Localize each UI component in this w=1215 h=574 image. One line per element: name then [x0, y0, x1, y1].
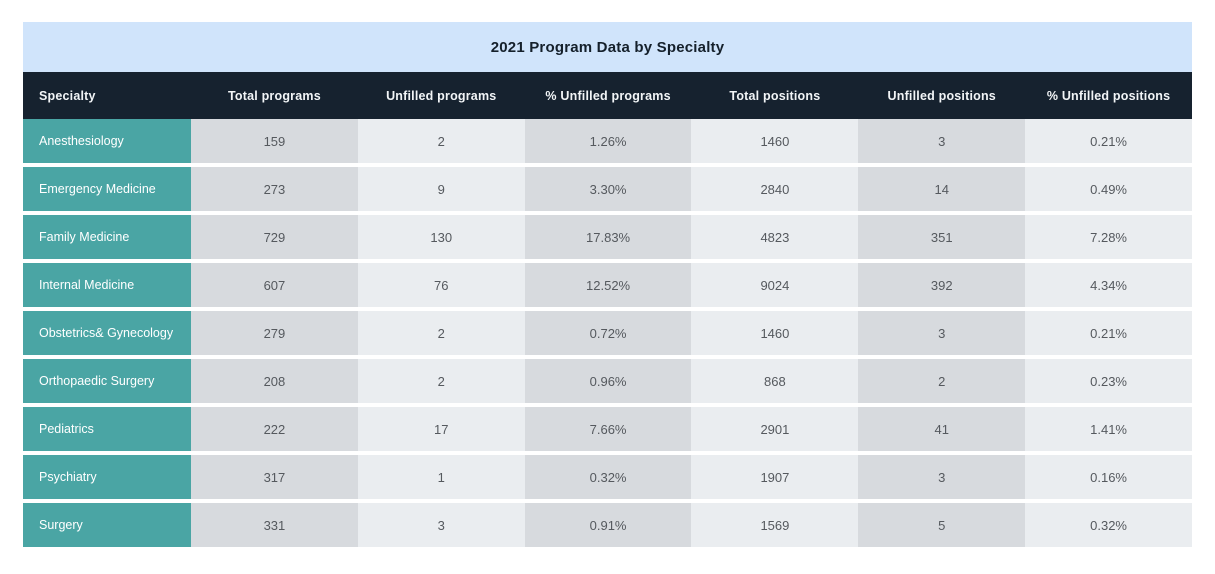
table-row: Obstetrics& Gynecology 279 2 0.72% 1460 3 0.21…	[23, 311, 1192, 355]
specialty-cell: Internal Medicine	[23, 263, 191, 307]
specialty-cell: Emergency Medicine	[23, 167, 191, 211]
value-cell: 0.72%	[524, 311, 692, 355]
specialty-cell: Pediatrics	[23, 407, 191, 451]
column-header-unfilled-positions: Unfilled positions	[887, 88, 996, 103]
value-cell: 0.21%	[1025, 311, 1192, 355]
value-cell: 4823	[691, 215, 859, 259]
specialty-cell: Surgery	[23, 503, 191, 547]
value-cell: 130	[357, 215, 525, 259]
column-header-specialty: Specialty	[39, 88, 96, 103]
value-cell: 7.66%	[524, 407, 692, 451]
table-body: Anesthesiology 159 2 1.26% 1460 3 0.21% Emergen…	[23, 119, 1192, 547]
specialty-cell: Obstetrics& Gynecology	[23, 311, 191, 355]
value-cell: 3	[858, 455, 1026, 499]
value-cell: 222	[191, 407, 358, 451]
specialty-cell: Orthopaedic Surgery	[23, 359, 191, 403]
specialty-cell: Anesthesiology	[23, 119, 191, 163]
value-cell: 868	[691, 359, 859, 403]
value-cell: 1.26%	[524, 119, 692, 163]
column-header-total-programs: Total programs	[227, 88, 321, 103]
value-cell: 1569	[691, 503, 859, 547]
value-cell: 392	[858, 263, 1026, 307]
value-cell: 2	[357, 311, 525, 355]
table-row: Family Medicine 729 130 17.83% 4823 351 7.28%	[23, 215, 1192, 259]
table-row: Pediatrics 222 17 7.66% 2901 41 1.41%	[23, 407, 1192, 451]
value-cell: 159	[191, 119, 358, 163]
value-cell: 0.21%	[1025, 119, 1192, 163]
specialty-cell: Family Medicine	[23, 215, 191, 259]
table-title: 2021 Program Data by Specialty	[23, 22, 1192, 72]
value-cell: 12.52%	[524, 263, 692, 307]
value-cell: 2	[858, 359, 1026, 403]
value-cell: 76	[357, 263, 525, 307]
value-cell: 9024	[691, 263, 859, 307]
column-header-pct-unfilled-programs: % Unfilled programs	[545, 88, 671, 103]
table-row: Psychiatry 317 1 0.32% 1907 3 0.16%	[23, 455, 1192, 499]
value-cell: 351	[858, 215, 1026, 259]
value-cell: 17	[357, 407, 525, 451]
value-cell: 3	[357, 503, 525, 547]
value-cell: 2901	[691, 407, 859, 451]
value-cell: 3.30%	[524, 167, 692, 211]
value-cell: 2	[357, 119, 525, 163]
value-cell: 0.32%	[1025, 503, 1192, 547]
value-cell: 0.49%	[1025, 167, 1192, 211]
value-cell: 1460	[691, 119, 859, 163]
column-header-unfilled-programs: Unfilled programs	[386, 88, 497, 103]
program-data-table: 2021 Program Data by Specialty Specialty…	[23, 22, 1192, 547]
table-header-row: Specialty Total programs Unfilled progra…	[23, 72, 1192, 119]
value-cell: 317	[191, 455, 358, 499]
value-cell: 9	[357, 167, 525, 211]
value-cell: 3	[858, 119, 1026, 163]
table-row: Anesthesiology 159 2 1.26% 1460 3 0.21%	[23, 119, 1192, 163]
value-cell: 1460	[691, 311, 859, 355]
value-cell: 17.83%	[524, 215, 692, 259]
value-cell: 0.16%	[1025, 455, 1192, 499]
value-cell: 14	[858, 167, 1026, 211]
column-header-total-positions: Total positions	[729, 88, 821, 103]
value-cell: 607	[191, 263, 358, 307]
value-cell: 1	[357, 455, 525, 499]
value-cell: 5	[858, 503, 1026, 547]
value-cell: 208	[191, 359, 358, 403]
column-header-pct-unfilled-positions: % Unfilled positions	[1046, 88, 1171, 103]
value-cell: 2	[357, 359, 525, 403]
value-cell: 1907	[691, 455, 859, 499]
value-cell: 7.28%	[1025, 215, 1192, 259]
value-cell: 0.96%	[524, 359, 692, 403]
value-cell: 0.32%	[524, 455, 692, 499]
value-cell: 4.34%	[1025, 263, 1192, 307]
table-row: Internal Medicine 607 76 12.52% 9024 392 4.34%	[23, 263, 1192, 307]
value-cell: 2840	[691, 167, 859, 211]
specialty-cell: Psychiatry	[23, 455, 191, 499]
value-cell: 0.91%	[524, 503, 692, 547]
table-row: Orthopaedic Surgery 208 2 0.96% 868 2 0.23%	[23, 359, 1192, 403]
value-cell: 41	[858, 407, 1026, 451]
value-cell: 3	[858, 311, 1026, 355]
value-cell: 331	[191, 503, 358, 547]
value-cell: 273	[191, 167, 358, 211]
value-cell: 1.41%	[1025, 407, 1192, 451]
value-cell: 0.23%	[1025, 359, 1192, 403]
table-row: Surgery 331 3 0.91% 1569 5 0.32%	[23, 503, 1192, 547]
value-cell: 729	[191, 215, 358, 259]
value-cell: 279	[191, 311, 358, 355]
table-row: Emergency Medicine 273 9 3.30% 2840 14 0.49%	[23, 167, 1192, 211]
